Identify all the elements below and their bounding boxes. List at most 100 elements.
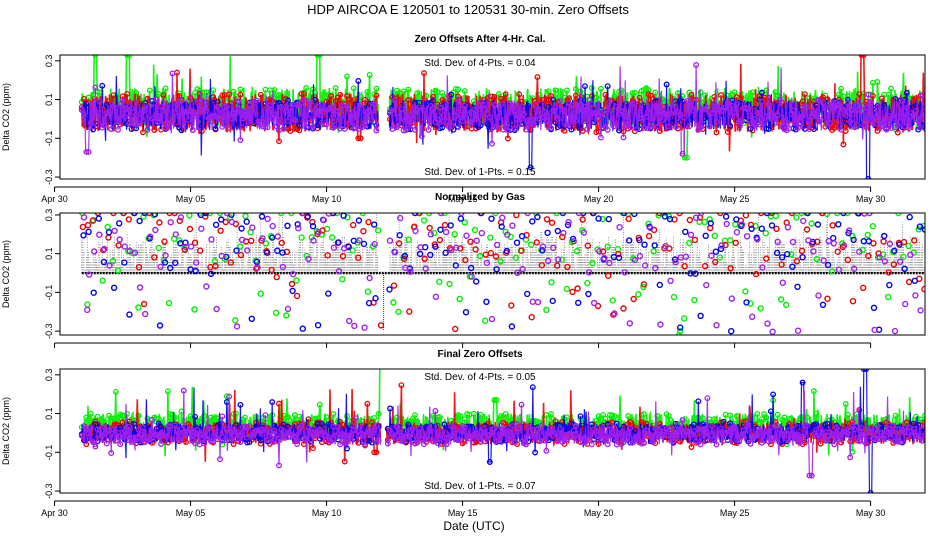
data-point <box>622 436 629 443</box>
data-point <box>604 126 611 133</box>
data-point <box>878 95 885 102</box>
data-point <box>912 413 919 420</box>
data-point <box>896 258 904 265</box>
data-point <box>453 244 460 251</box>
data-point <box>580 213 587 217</box>
data-point <box>205 423 212 430</box>
data-point <box>798 247 806 255</box>
data-point <box>344 73 350 80</box>
data-point <box>276 92 282 98</box>
data-point <box>309 218 316 226</box>
data-point <box>652 103 659 110</box>
data-point <box>575 213 582 217</box>
data-point <box>115 429 121 436</box>
data-point <box>722 213 730 220</box>
data-point <box>414 90 421 97</box>
data-point <box>718 242 725 249</box>
data-point <box>611 310 618 317</box>
data-point <box>615 254 623 261</box>
data-point <box>708 423 715 430</box>
data-point <box>87 424 94 431</box>
data-point <box>900 253 907 260</box>
data-point <box>94 413 101 420</box>
data-point <box>402 127 409 134</box>
data-point <box>418 435 425 442</box>
data-point <box>121 428 128 435</box>
data-point <box>695 398 702 405</box>
data-point <box>328 438 335 445</box>
data-point <box>712 258 719 266</box>
data-point <box>692 270 699 277</box>
data-point <box>78 432 85 439</box>
data-point <box>912 292 919 299</box>
data-point <box>738 117 745 124</box>
data-point <box>106 109 112 116</box>
data-point <box>770 435 777 442</box>
data-point <box>90 438 97 445</box>
data-point <box>756 121 763 128</box>
data-point <box>421 441 427 448</box>
data-point <box>162 85 169 92</box>
data-point <box>665 123 672 130</box>
data-point <box>805 237 812 244</box>
data-point <box>161 259 169 266</box>
data-point <box>620 305 627 312</box>
data-point <box>119 96 126 103</box>
data-point <box>690 421 697 428</box>
data-point <box>232 106 239 113</box>
data-point <box>171 414 178 421</box>
data-point <box>427 231 434 238</box>
data-point <box>631 89 638 96</box>
data-point <box>897 438 904 445</box>
data-point <box>847 118 854 125</box>
data-point <box>641 241 648 248</box>
data-point <box>359 432 366 439</box>
data-point <box>703 281 710 289</box>
data-point <box>362 96 369 103</box>
data-point <box>472 246 479 253</box>
data-point <box>670 293 678 301</box>
data-point <box>799 98 806 105</box>
data-point <box>532 449 539 456</box>
data-point <box>101 121 108 128</box>
data-point <box>359 124 366 130</box>
data-point <box>733 101 740 108</box>
data-point <box>325 421 332 428</box>
data-point <box>92 443 99 450</box>
data-point <box>156 219 163 226</box>
data-point <box>921 226 925 233</box>
data-point <box>758 89 765 96</box>
data-point <box>164 439 171 446</box>
data-point <box>548 424 554 431</box>
data-point <box>462 256 469 264</box>
data-point <box>844 93 851 100</box>
data-point <box>799 379 806 386</box>
data-point <box>713 322 720 329</box>
data-point <box>613 103 620 110</box>
data-point <box>844 213 851 217</box>
data-point <box>279 249 286 256</box>
data-point <box>235 98 242 105</box>
data-point <box>470 106 477 113</box>
data-point <box>572 92 579 99</box>
data-point <box>364 288 372 295</box>
data-point <box>274 247 281 254</box>
data-point <box>374 227 382 234</box>
data-point <box>299 325 306 332</box>
data-point <box>334 108 341 114</box>
data-point <box>557 98 563 104</box>
data-point <box>401 255 408 263</box>
data-point <box>629 90 636 97</box>
data-point <box>213 305 220 313</box>
data-point <box>244 113 251 120</box>
data-point <box>890 261 897 268</box>
data-point <box>874 117 881 124</box>
data-point <box>604 441 611 448</box>
data-point <box>516 120 523 126</box>
data-point <box>697 441 704 448</box>
data-point <box>847 454 854 461</box>
data-point <box>920 222 925 230</box>
data-point <box>543 216 551 223</box>
data-point <box>763 414 770 421</box>
data-point <box>656 128 663 135</box>
